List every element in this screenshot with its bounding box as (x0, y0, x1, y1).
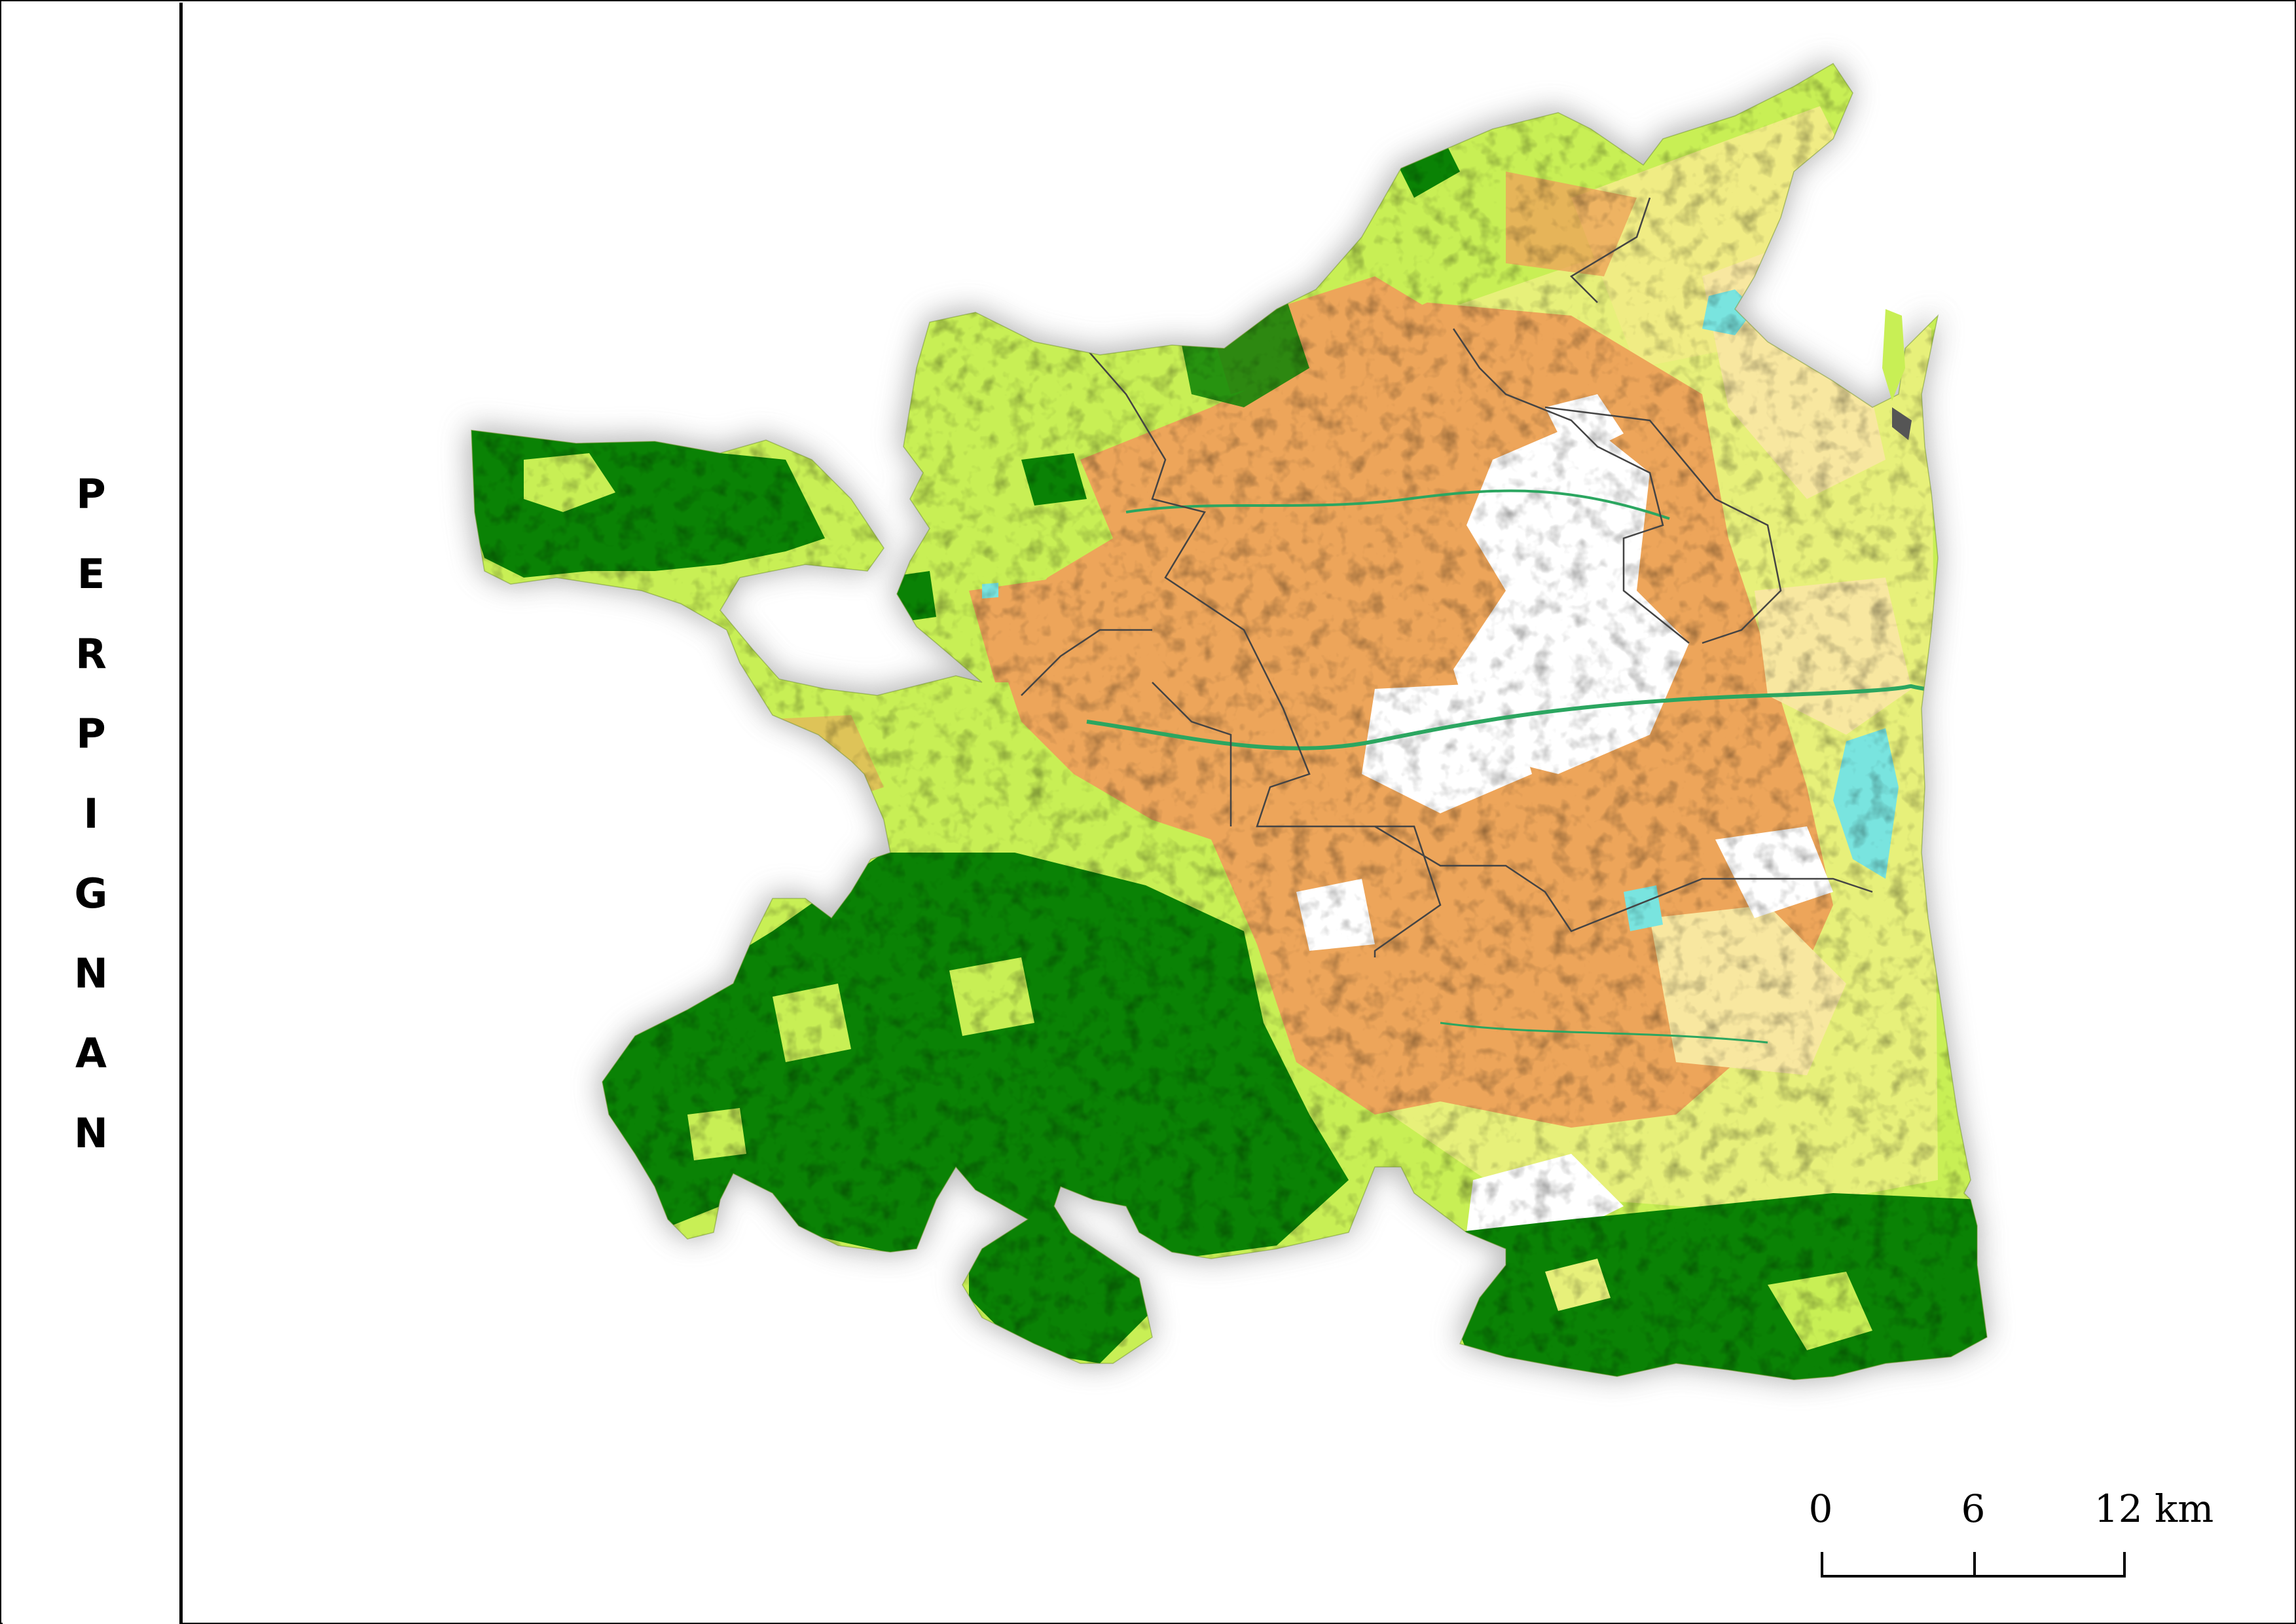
scale-tick (2123, 1552, 2126, 1578)
title-letter: P (76, 470, 106, 518)
scale-tick (1973, 1552, 1976, 1578)
land-cover-layer (471, 64, 1987, 1380)
scale-tick (1821, 1552, 1823, 1578)
title-letter: A (75, 1029, 107, 1077)
title-letter: R (75, 630, 107, 678)
title-letter: E (77, 550, 105, 598)
title-panel: P E R P I G N A N (3, 3, 183, 1624)
title-letter: N (74, 950, 108, 997)
scale-bar: 0 6 12 km (1787, 1486, 2246, 1585)
coastal-islet (1882, 309, 1905, 401)
scale-label-6: 6 (1961, 1486, 1986, 1531)
city-title: P E R P I G N A N (3, 454, 179, 1173)
map-canvas[interactable] (181, 1, 2295, 1623)
title-letter: I (83, 790, 99, 838)
title-letter: N (74, 1109, 108, 1157)
land-cover-map (467, 60, 1988, 1380)
scale-label-0: 0 (1808, 1486, 1833, 1531)
title-letter: P (76, 710, 106, 758)
scale-label-12: 12 km (2094, 1486, 2214, 1531)
title-letter: G (74, 870, 108, 917)
